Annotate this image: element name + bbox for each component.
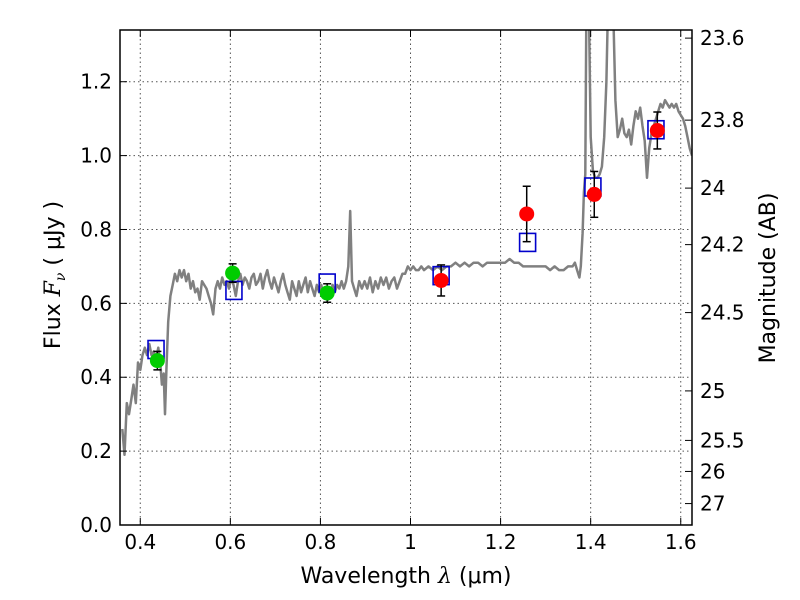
x-tick-label: 1.2 (485, 530, 517, 554)
y2-tick-label: 25.5 (700, 428, 745, 452)
x-axis-label: Wavelength λ (μm) (300, 564, 511, 589)
y-tick-label: 0.4 (80, 365, 112, 389)
y-tick-label: 1.2 (80, 70, 112, 94)
y-axis-label-symbol: F (41, 280, 66, 297)
y2-tick-label: 24 (700, 176, 725, 200)
x-axis-label-lambda: λ (437, 564, 452, 589)
observed-point (586, 186, 602, 202)
y-axis-label: Flux Fν ( μJy ) (41, 201, 69, 349)
y-tick-label: 1.0 (80, 144, 112, 168)
observed-point (649, 122, 665, 138)
observed-point (433, 272, 449, 288)
axis-ticks: 0.4 0.6 0.8 1 1.2 1.4 1.6 0.0 0.2 0.4 0.6 0.8 1.0 1.2… (80, 26, 744, 554)
observed-point (149, 353, 165, 369)
y2-tick-label: 23.8 (700, 108, 745, 132)
x-axis-label-prefix: Wavelength (300, 564, 438, 589)
observed-point (319, 285, 335, 301)
spectrum-line (121, 30, 692, 457)
y-tick-label: 0.6 (80, 291, 112, 315)
y-axis-label-subscript: ν (53, 272, 69, 281)
y2-tick-label: 23.6 (700, 26, 745, 50)
x-tick-label: 1.4 (575, 530, 607, 554)
y2-axis-label: Magnitude (AB) (756, 193, 781, 364)
x-tick-label: 0.6 (214, 530, 246, 554)
y2-tick-label: 26 (700, 459, 725, 483)
y2-tick-label: 24.5 (700, 301, 745, 325)
plot-area (121, 30, 692, 457)
y2-tick-label: 27 (700, 492, 725, 516)
y-tick-label: 0.0 (80, 513, 112, 537)
y-axis-label-prefix: Flux (41, 296, 66, 349)
x-tick-label: 0.4 (124, 530, 156, 554)
model-photometry-square (225, 280, 243, 301)
plot-frame (119, 29, 693, 526)
observed-point (519, 206, 535, 222)
y-axis-label-unit: ( μJy ) (41, 201, 66, 273)
observed-point (225, 265, 241, 281)
y2-tick-label: 24.2 (700, 233, 745, 257)
y-tick-label: 0.2 (80, 439, 112, 463)
y-tick-label: 0.8 (80, 217, 112, 241)
x-tick-label: 0.8 (305, 530, 337, 554)
x-axis-label-unit: (μm) (452, 564, 512, 589)
x-tick-label: 1 (404, 530, 417, 554)
x-tick-label: 1.6 (665, 530, 697, 554)
y2-tick-label: 25 (700, 379, 725, 403)
model-photometry-square (518, 232, 537, 253)
